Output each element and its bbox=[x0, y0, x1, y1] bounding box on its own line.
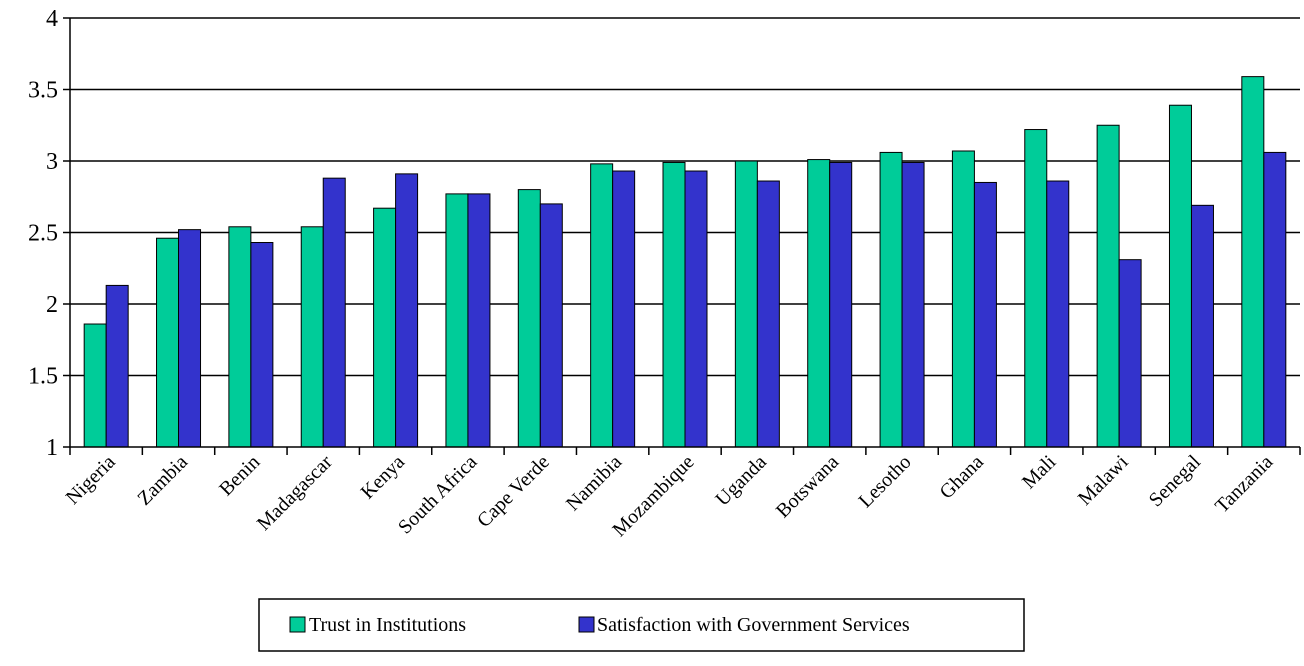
bar-satisfaction-madagascar bbox=[322, 177, 346, 448]
bar-satisfaction-mali bbox=[1046, 180, 1070, 448]
y-tick-label: 3.5 bbox=[28, 78, 58, 104]
bar-trust-south-africa bbox=[445, 193, 469, 448]
x-tick-label: Lesotho bbox=[854, 451, 915, 512]
bar-trust-benin bbox=[228, 226, 252, 448]
y-tick-label: 1.5 bbox=[28, 364, 58, 390]
x-tick-label: Botswana bbox=[772, 451, 843, 522]
x-tick-label: Kenya bbox=[357, 451, 410, 504]
x-tick-label: Benin bbox=[215, 451, 264, 500]
bar-satisfaction-nigeria bbox=[105, 284, 129, 448]
bar-trust-nigeria bbox=[83, 323, 107, 448]
y-tick-label: 2.5 bbox=[28, 221, 58, 247]
legend-swatch-satisfaction bbox=[578, 616, 595, 633]
x-tick-label: Malawi bbox=[1074, 451, 1133, 510]
bar-satisfaction-namibia bbox=[612, 170, 636, 448]
bar-satisfaction-zambia bbox=[178, 229, 202, 448]
bar-satisfaction-benin bbox=[250, 242, 274, 448]
legend-swatch-trust bbox=[289, 616, 306, 633]
bars bbox=[83, 76, 1287, 448]
legend-box bbox=[258, 598, 1025, 652]
bar-satisfaction-senegal bbox=[1190, 204, 1214, 448]
bar-trust-cape-verde bbox=[517, 189, 541, 448]
legend-label-trust: Trust in Institutions bbox=[309, 614, 466, 636]
bar-satisfaction-cape-verde bbox=[539, 203, 563, 448]
x-tick-label: Zambia bbox=[133, 451, 192, 510]
bar-trust-tanzania bbox=[1241, 76, 1265, 448]
bar-satisfaction-south-africa bbox=[467, 193, 491, 448]
x-tick-label: Madagascar bbox=[253, 451, 337, 535]
y-axis-ticks: 1 1.5 2 2.5 3 3.5 4 bbox=[28, 6, 70, 461]
bar-satisfaction-mozambique bbox=[684, 170, 708, 448]
bar-trust-senegal bbox=[1168, 104, 1192, 448]
y-tick-label: 3 bbox=[46, 149, 58, 175]
legend-label-satisfaction: Satisfaction with Government Services bbox=[597, 614, 910, 636]
bar-satisfaction-lesotho bbox=[901, 161, 925, 448]
bar-trust-uganda bbox=[734, 160, 758, 448]
x-tick-label: Ghana bbox=[935, 451, 988, 504]
bar-trust-madagascar bbox=[300, 226, 324, 448]
bar-trust-zambia bbox=[156, 237, 180, 448]
bar-satisfaction-malawi bbox=[1118, 259, 1142, 448]
legend: Trust in Institutions Satisfaction with … bbox=[258, 598, 1025, 652]
bar-satisfaction-botswana bbox=[829, 161, 853, 448]
x-tick-label: Tanzania bbox=[1211, 451, 1277, 517]
x-tick-label: Namibia bbox=[562, 451, 626, 515]
x-tick-label: Nigeria bbox=[62, 451, 120, 509]
bar-trust-lesotho bbox=[879, 151, 903, 448]
y-tick-label: 1 bbox=[46, 435, 58, 461]
bar-satisfaction-kenya bbox=[395, 173, 419, 448]
y-tick-label: 2 bbox=[46, 292, 58, 318]
bar-trust-namibia bbox=[590, 163, 614, 448]
bar-satisfaction-ghana bbox=[973, 181, 997, 448]
bar-trust-botswana bbox=[807, 159, 831, 448]
x-tick-label: Cape Verde bbox=[473, 451, 554, 532]
bar-trust-malawi bbox=[1096, 124, 1120, 448]
x-tick-label: Uganda bbox=[711, 451, 771, 511]
x-tick-label: Senegal bbox=[1145, 451, 1206, 512]
x-tick-label: Mali bbox=[1018, 451, 1061, 494]
y-tick-label: 4 bbox=[46, 6, 58, 32]
bar-satisfaction-uganda bbox=[756, 180, 780, 448]
bar-satisfaction-tanzania bbox=[1263, 151, 1287, 448]
bar-trust-mozambique bbox=[662, 161, 686, 448]
bar-trust-ghana bbox=[951, 150, 975, 448]
bar-trust-mali bbox=[1024, 129, 1048, 448]
x-axis-ticks bbox=[69, 447, 1301, 455]
x-tick-label: South Africa bbox=[394, 451, 482, 539]
bar-trust-kenya bbox=[373, 207, 397, 448]
